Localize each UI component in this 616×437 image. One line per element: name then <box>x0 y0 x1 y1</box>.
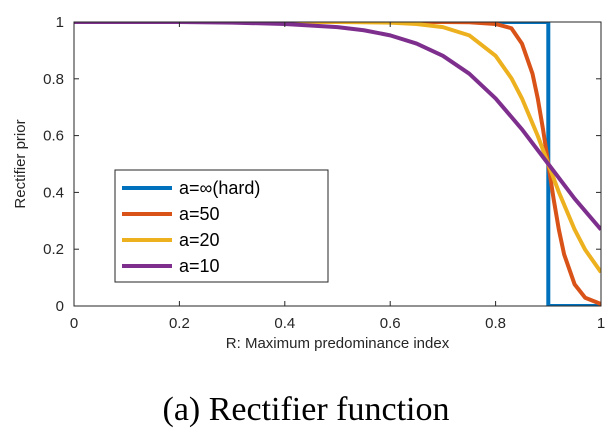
legend-label-2: a=20 <box>179 230 220 250</box>
x-tick-label: 0.6 <box>380 315 401 332</box>
series-line-1 <box>74 22 601 306</box>
x-tick-label: 0.2 <box>169 315 190 332</box>
y-tick-label: 0.2 <box>43 241 64 258</box>
legend-label-0: a=∞(hard) <box>179 178 260 198</box>
y-axis-label: Rectifier prior <box>12 119 29 208</box>
y-tick-label: 0.6 <box>43 128 64 145</box>
x-tick-label: 0.4 <box>274 315 295 332</box>
legend-label-1: a=50 <box>179 204 220 224</box>
legend-label-3: a=10 <box>179 256 220 276</box>
x-axis-label: R: Maximum predominance index <box>226 335 450 352</box>
x-tick-label: 0.8 <box>485 315 506 332</box>
y-tick-label: 0 <box>56 298 64 315</box>
y-tick-label: 1 <box>56 14 64 31</box>
y-tick-label: 0.4 <box>43 184 64 201</box>
x-tick-label: 1 <box>597 315 605 332</box>
y-tick-label: 0.8 <box>43 71 64 88</box>
ticks-layer: 0 0.2 0.4 0.6 0.8 1 0 0.2 0.4 0.6 0.8 1 <box>43 14 605 332</box>
figure-caption: (a) Rectifier function <box>163 391 450 428</box>
x-tick-label: 0 <box>70 315 78 332</box>
series-line-3 <box>74 22 601 231</box>
plot-frame <box>73 21 602 307</box>
legend: a=∞(hard) a=50 a=20 a=10 <box>114 169 329 283</box>
